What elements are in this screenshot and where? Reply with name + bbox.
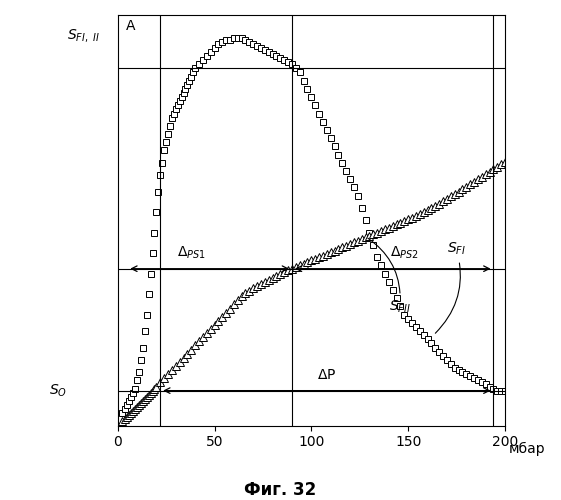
Text: мбар: мбар xyxy=(509,442,545,456)
Text: $S_O$: $S_O$ xyxy=(49,382,67,399)
Text: $S_{FI,\ II}$: $S_{FI,\ II}$ xyxy=(67,28,100,44)
Text: A: A xyxy=(126,19,135,33)
Text: $\Delta_{PS2}$: $\Delta_{PS2}$ xyxy=(390,245,419,262)
Text: Фиг. 32: Фиг. 32 xyxy=(245,481,316,499)
Text: $S_{FII}$: $S_{FII}$ xyxy=(368,238,411,315)
Text: $\Delta$P: $\Delta$P xyxy=(317,368,337,382)
Text: $S_{FI}$: $S_{FI}$ xyxy=(435,241,466,333)
Text: $\Delta_{PS1}$: $\Delta_{PS1}$ xyxy=(177,245,206,262)
